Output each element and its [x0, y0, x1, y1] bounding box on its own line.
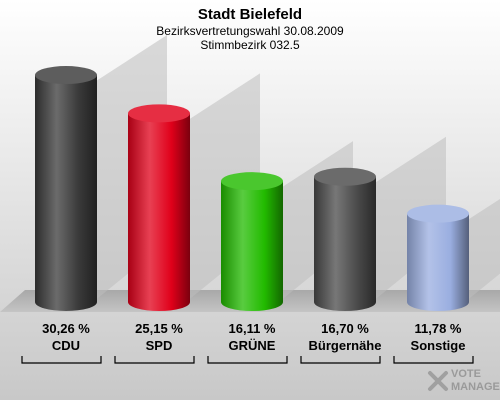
bar-cap	[221, 172, 283, 191]
value-label: 25,15 %	[135, 321, 183, 336]
category-label: Sonstige	[411, 338, 466, 353]
category-label: CDU	[52, 338, 80, 353]
bar-labels: 30,26 % CDU 25,15 % SPD 16,11 % GRÜNE 16,70 % B…	[21, 321, 474, 364]
vote-manager-logo: VOTE MANAGER	[428, 368, 500, 393]
chart-title: Stadt Bielefeld	[198, 6, 302, 23]
bar-cap	[128, 104, 190, 123]
category-bracket	[21, 356, 102, 364]
category-label: SPD	[146, 338, 173, 353]
bar-cap	[314, 167, 376, 186]
chart-subtitle-line-1: Bezirksvertretungswahl 30.08.2009	[156, 24, 344, 38]
bar-cdu	[35, 75, 97, 311]
bar-cap	[35, 66, 97, 85]
bar-cap	[407, 204, 469, 223]
value-label: 16,70 %	[321, 321, 369, 336]
bar-sonstige	[407, 213, 469, 311]
bar-bürgernähe	[314, 176, 376, 311]
value-label: 30,26 %	[42, 321, 90, 336]
category-bracket	[207, 356, 288, 364]
bar-grüne	[221, 181, 283, 311]
category-bracket	[300, 356, 381, 364]
category-label: Bürgernähe	[309, 338, 382, 353]
category-bracket	[393, 356, 474, 364]
category-bracket	[114, 356, 195, 364]
bar-shadow	[465, 198, 500, 302]
chart-subtitle-line-2: Stimmbezirk 032.5	[200, 38, 300, 52]
logo-text-vote: VOTE	[451, 368, 481, 380]
category-label: GRÜNE	[229, 338, 276, 353]
bars	[35, 66, 469, 311]
logo-mark-icon	[428, 371, 448, 391]
value-label: 16,11 %	[229, 321, 276, 336]
value-label: 11,78 %	[415, 321, 462, 336]
bar-spd	[128, 113, 190, 311]
logo-text-manager: MANAGER	[451, 381, 500, 393]
